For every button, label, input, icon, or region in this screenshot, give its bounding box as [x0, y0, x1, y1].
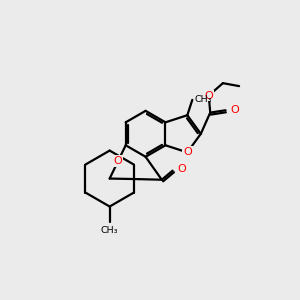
Text: O: O	[178, 164, 186, 174]
Text: CH₃: CH₃	[195, 95, 212, 104]
Text: O: O	[230, 105, 239, 115]
Text: O: O	[204, 91, 213, 100]
Text: O: O	[183, 147, 192, 158]
Text: O: O	[114, 156, 122, 166]
Text: CH₃: CH₃	[101, 226, 119, 235]
